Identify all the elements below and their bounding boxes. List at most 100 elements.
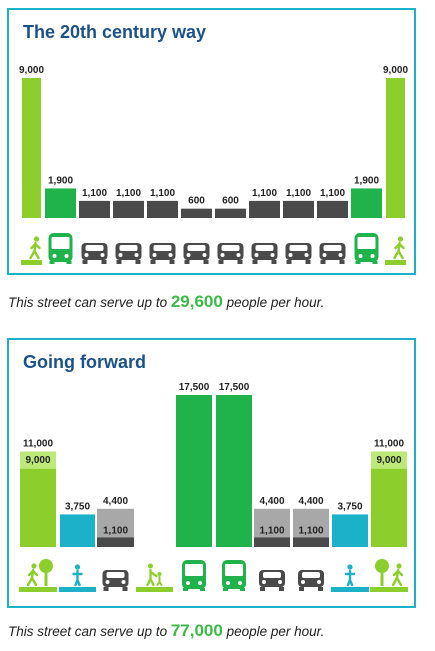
- child-body: [156, 576, 163, 586]
- capacity-caption: This street can serve up to 29,600 peopl…: [8, 292, 324, 312]
- bar-group-car: 4,400 1,100: [293, 496, 329, 591]
- caption-suffix: people per hour.: [222, 624, 325, 639]
- bar-bike: [60, 514, 95, 547]
- bar-group-bike: 3,750: [331, 501, 369, 592]
- car-wheel: [299, 587, 304, 591]
- car-light: [121, 580, 126, 584]
- inner-bar-pedestrian: [20, 468, 56, 547]
- bar-pedestrian: [22, 78, 41, 218]
- car-light: [254, 253, 259, 257]
- bus-wheel: [200, 588, 205, 591]
- bar-bus: [176, 395, 212, 547]
- bar-value-label: 11,000: [23, 438, 53, 449]
- bar-group-pedestrian: 9,000: [383, 65, 408, 265]
- car-wheel: [135, 260, 141, 264]
- walker-body: [29, 241, 41, 260]
- adult-body: [146, 568, 158, 587]
- inner-value-label: 1,100: [259, 525, 284, 536]
- bar-value-label: 1,100: [286, 188, 311, 199]
- bar-group-car: 1,100: [283, 188, 314, 264]
- bus-wheel: [66, 261, 72, 264]
- car-wheel: [279, 587, 284, 591]
- bar-car: [317, 200, 348, 218]
- bar-bus: [45, 188, 76, 218]
- bar-value-label: 17,500: [179, 382, 210, 393]
- bar-group-car: 1,100: [317, 188, 348, 264]
- car-light: [100, 253, 105, 257]
- inner-value-label: 1,100: [298, 525, 323, 536]
- child-head: [157, 572, 162, 576]
- car-wheel: [150, 260, 156, 264]
- car-wheel: [260, 587, 265, 591]
- bar-group-car: 4,400 1,100: [254, 496, 290, 591]
- bar-value-label: 4,400: [298, 496, 323, 507]
- car-wheel: [339, 260, 345, 264]
- car-wheel: [169, 260, 175, 264]
- bar-car: [79, 200, 110, 218]
- bar-car: [215, 208, 246, 218]
- walker-head: [31, 563, 37, 569]
- bus-window: [225, 564, 243, 576]
- car-windshield: [263, 572, 281, 578]
- car-wheel: [218, 260, 224, 264]
- bus-light: [52, 254, 57, 258]
- bar-pedestrian: [386, 78, 405, 218]
- bus-wheel: [372, 261, 378, 264]
- bar-car: [249, 200, 280, 218]
- bus-light: [186, 581, 190, 585]
- inner-bar-car: [254, 537, 290, 547]
- car-light: [220, 253, 225, 257]
- bar-value-label: 1,100: [82, 188, 107, 199]
- car-wheel: [271, 260, 277, 264]
- car-windshield: [323, 245, 342, 251]
- inner-value-label: 9,000: [25, 455, 50, 466]
- car-wheel: [184, 260, 190, 264]
- ground-strip: [331, 587, 369, 592]
- car-windshield: [187, 245, 206, 251]
- bus-wheel: [240, 588, 245, 591]
- walker-body: [393, 241, 405, 260]
- car-light: [152, 253, 157, 257]
- bar-value-label: 4,400: [259, 496, 284, 507]
- bar-group-bus: 17,500: [176, 382, 212, 591]
- bar-group-bus: 1,900: [351, 175, 382, 264]
- car-light: [105, 580, 110, 584]
- bus-window: [357, 237, 376, 249]
- car-windshield: [255, 245, 274, 251]
- bus-light: [238, 581, 242, 585]
- panel-title: Going forward: [23, 352, 146, 372]
- bar-value-label: 1,100: [320, 188, 345, 199]
- bar-group-car: 1,100: [249, 188, 280, 264]
- caption-prefix: This street can serve up to: [8, 624, 171, 639]
- inner-bar-car: [293, 537, 329, 547]
- bar-value-label: 600: [222, 196, 239, 207]
- bar-group-car: 1,100: [113, 188, 144, 264]
- bar-value-label: 1,100: [252, 188, 277, 199]
- caption-prefix: This street can serve up to: [8, 295, 171, 310]
- ground-strip: [136, 587, 173, 592]
- bar-group-pedestrian: 11,000 9,000: [370, 438, 408, 592]
- bus-light: [226, 581, 230, 585]
- car-wheel: [252, 260, 258, 264]
- tree-crown: [375, 559, 389, 573]
- car-wheel: [203, 260, 209, 264]
- bus-wheel: [355, 261, 361, 264]
- car-wheel: [305, 260, 311, 264]
- bus-wheel: [223, 588, 228, 591]
- car-wheel: [320, 260, 326, 264]
- bar-value-label: 3,750: [65, 501, 90, 512]
- car-windshield: [119, 245, 138, 251]
- car-wheel: [237, 260, 243, 264]
- car-light: [288, 253, 293, 257]
- bar-value-label: 1,900: [354, 175, 379, 186]
- cyclist-body: [344, 569, 356, 587]
- car-windshield: [153, 245, 172, 251]
- bar-value-label: 17,500: [219, 382, 250, 393]
- bar-value-label: 1,100: [150, 188, 175, 199]
- bar-bus: [351, 188, 382, 218]
- inner-value-label: 1,100: [103, 525, 128, 536]
- car-wheel: [318, 587, 323, 591]
- car-light: [317, 580, 321, 584]
- car-windshield: [221, 245, 240, 251]
